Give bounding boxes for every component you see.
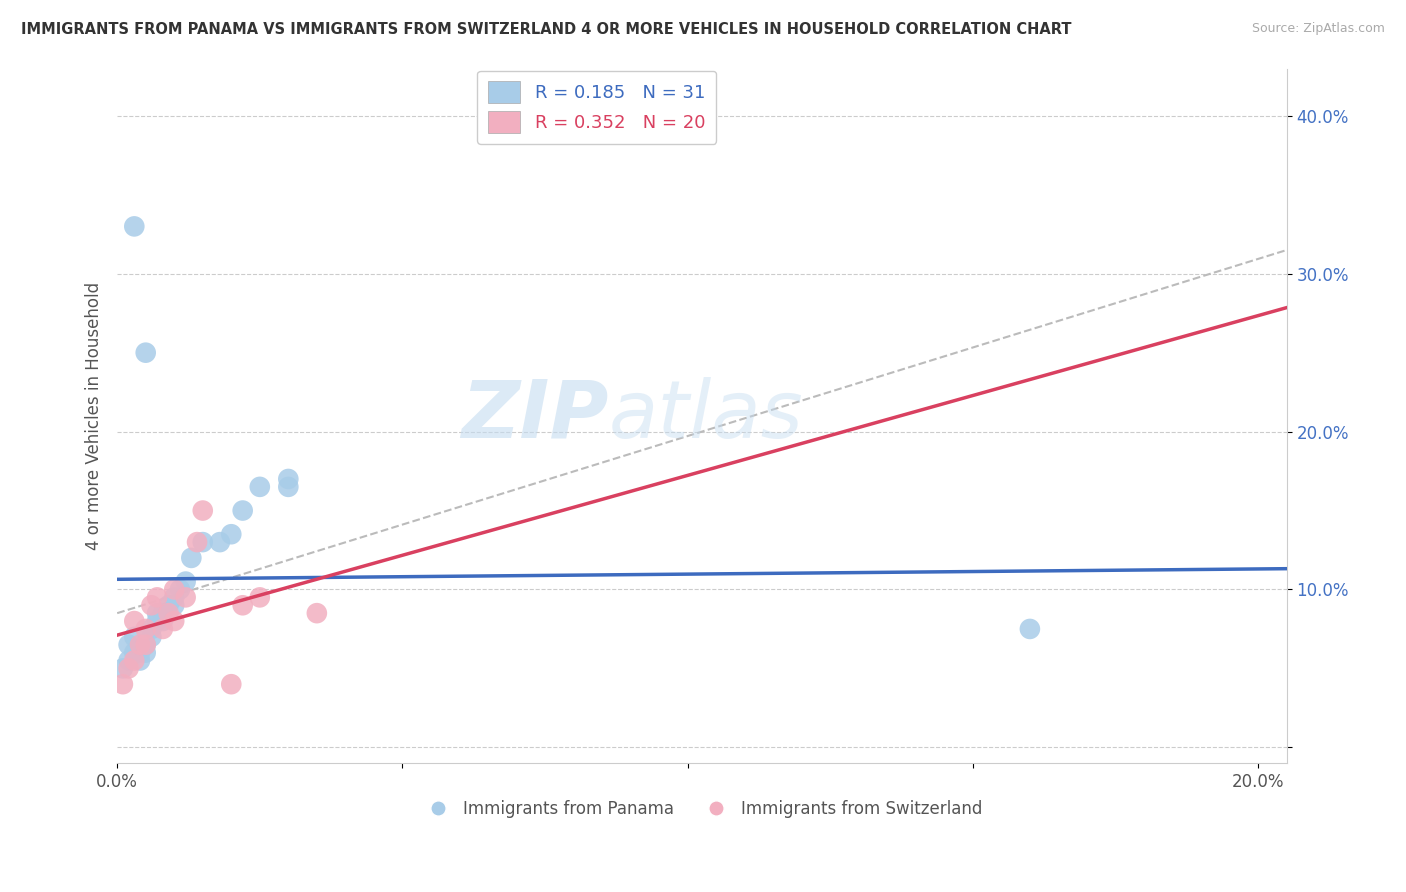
Point bbox=[146, 606, 169, 620]
Point bbox=[174, 574, 197, 589]
Point bbox=[146, 614, 169, 628]
Point bbox=[249, 591, 271, 605]
Point bbox=[141, 622, 163, 636]
Point bbox=[163, 614, 186, 628]
Point bbox=[152, 622, 174, 636]
Point bbox=[152, 614, 174, 628]
Point bbox=[117, 653, 139, 667]
Point bbox=[191, 535, 214, 549]
Point bbox=[219, 677, 242, 691]
Point bbox=[152, 606, 174, 620]
Point bbox=[191, 503, 214, 517]
Point bbox=[180, 550, 202, 565]
Point bbox=[277, 472, 299, 486]
Point bbox=[124, 630, 146, 644]
Text: IMMIGRANTS FROM PANAMA VS IMMIGRANTS FROM SWITZERLAND 4 OR MORE VEHICLES IN HOUS: IMMIGRANTS FROM PANAMA VS IMMIGRANTS FRO… bbox=[21, 22, 1071, 37]
Text: Source: ZipAtlas.com: Source: ZipAtlas.com bbox=[1251, 22, 1385, 36]
Point bbox=[141, 630, 163, 644]
Point bbox=[277, 480, 299, 494]
Point bbox=[249, 480, 271, 494]
Point bbox=[305, 606, 328, 620]
Point bbox=[129, 646, 152, 660]
Point bbox=[124, 219, 146, 234]
Text: atlas: atlas bbox=[609, 376, 803, 455]
Point bbox=[169, 582, 191, 597]
Point bbox=[163, 582, 186, 597]
Point bbox=[111, 661, 134, 675]
Point bbox=[129, 638, 152, 652]
Point bbox=[135, 345, 157, 359]
Legend: Immigrants from Panama, Immigrants from Switzerland: Immigrants from Panama, Immigrants from … bbox=[415, 793, 988, 824]
Point bbox=[186, 535, 208, 549]
Point bbox=[174, 591, 197, 605]
Point bbox=[146, 591, 169, 605]
Point bbox=[219, 527, 242, 541]
Point bbox=[135, 622, 157, 636]
Point bbox=[117, 661, 139, 675]
Point bbox=[124, 653, 146, 667]
Point bbox=[208, 535, 231, 549]
Point bbox=[135, 646, 157, 660]
Point bbox=[117, 638, 139, 652]
Point bbox=[157, 606, 180, 620]
Point bbox=[157, 599, 180, 613]
Point bbox=[163, 599, 186, 613]
Point bbox=[141, 599, 163, 613]
Point bbox=[232, 599, 254, 613]
Y-axis label: 4 or more Vehicles in Household: 4 or more Vehicles in Household bbox=[86, 282, 103, 549]
Point bbox=[163, 591, 186, 605]
Point bbox=[124, 614, 146, 628]
Point bbox=[1019, 622, 1042, 636]
Point bbox=[129, 653, 152, 667]
Point bbox=[135, 638, 157, 652]
Point bbox=[111, 677, 134, 691]
Text: ZIP: ZIP bbox=[461, 376, 609, 455]
Point bbox=[124, 646, 146, 660]
Point bbox=[232, 503, 254, 517]
Point bbox=[135, 638, 157, 652]
